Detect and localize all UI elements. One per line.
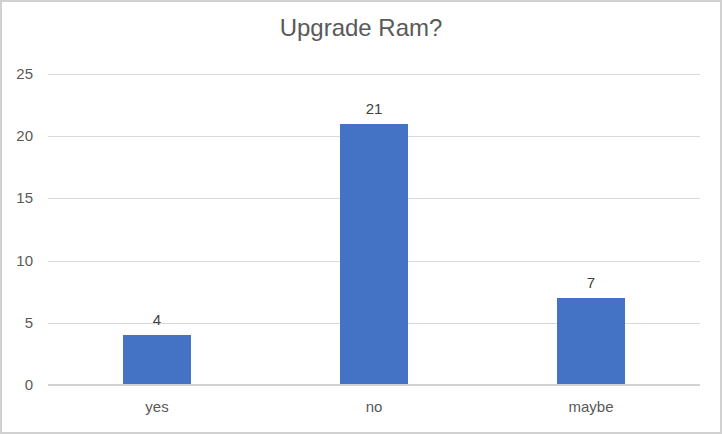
y-tick-label: 5 — [0, 314, 33, 332]
y-tick-label: 20 — [0, 127, 33, 145]
bar — [557, 298, 625, 385]
x-category-label: yes — [97, 398, 217, 416]
bar-value-label: 4 — [117, 311, 197, 329]
y-tick-label: 10 — [0, 252, 33, 270]
bar-value-label: 21 — [334, 100, 414, 118]
bar-value-label: 7 — [551, 274, 631, 292]
x-category-label: maybe — [531, 398, 651, 416]
chart-title: Upgrade Ram? — [0, 12, 722, 44]
y-tick-label: 15 — [0, 189, 33, 207]
x-category-label: no — [314, 398, 434, 416]
y-gridline — [48, 74, 700, 75]
chart-frame: Upgrade Ram? 0 5 10 15 20 25 4 yes 21 no 7 maybe — [0, 0, 722, 434]
bar — [123, 335, 191, 385]
x-axis-line — [48, 384, 700, 386]
bar — [340, 124, 408, 385]
y-tick-label: 0 — [0, 376, 33, 394]
y-tick-label: 25 — [0, 65, 33, 83]
